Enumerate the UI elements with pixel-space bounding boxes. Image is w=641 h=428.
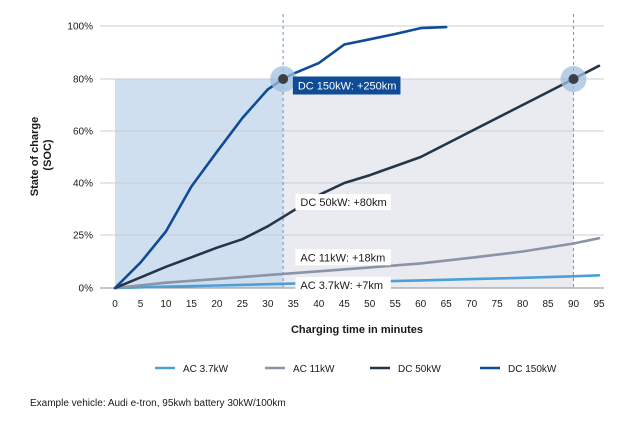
y-axis-title: State of charge (SOC) xyxy=(29,114,54,197)
y-axis-title-line2: (SOC) xyxy=(42,139,54,171)
legend-dc-150kw-label: DC 150kW xyxy=(508,364,557,375)
x-tick-label: 55 xyxy=(390,299,402,310)
x-tick-label: 5 xyxy=(138,299,144,310)
x-tick-label: 50 xyxy=(364,299,376,310)
x-tick-labels: 0 5 10 15 20 25 30 35 40 45 50 55 60 65 70 75 80 85 90 95 xyxy=(112,299,605,310)
x-tick-label: 90 xyxy=(568,299,580,310)
annotation-ac-3-7kw-label: AC 3.7kW: +7km xyxy=(300,280,383,292)
annotation-ac-11kw-box xyxy=(295,249,391,266)
annotation-dc-50kw-label: DC 50kW: +80km xyxy=(300,197,386,209)
y-tick-label: 100% xyxy=(67,22,93,33)
annotation-dc-150kw-label: DC 150kW: +250km xyxy=(298,81,397,93)
y-tick-label: 40% xyxy=(73,179,93,190)
x-tick-label: 95 xyxy=(593,299,605,310)
point-markers xyxy=(270,66,587,92)
x-tick-label: 70 xyxy=(466,299,478,310)
legend-ac-3-7kw-label: AC 3.7kW xyxy=(183,364,229,375)
x-tick-label: 10 xyxy=(160,299,172,310)
x-tick-label: 15 xyxy=(186,299,198,310)
x-tick-label: 75 xyxy=(492,299,504,310)
x-tick-label: 80 xyxy=(517,299,529,310)
annotation-dc-150kw-box xyxy=(292,76,401,95)
series-lines xyxy=(113,25,601,290)
marker-dot-1 xyxy=(568,74,579,84)
y-tick-label: 60% xyxy=(73,127,93,138)
annotation-ac-3-7kw-box xyxy=(295,276,391,293)
x-tick-label: 25 xyxy=(237,299,249,310)
x-tick-label: 0 xyxy=(112,299,118,310)
x-tick-label: 30 xyxy=(262,299,274,310)
x-tick-label: 85 xyxy=(542,299,554,310)
x-tick-label: 20 xyxy=(211,299,223,310)
x-tick-label: 35 xyxy=(288,299,300,310)
footnote: Example vehicle: Audi e-tron, 95kwh batt… xyxy=(30,398,286,409)
legend: AC 3.7kW AC 11kW DC 50kW DC 150kW xyxy=(155,364,557,375)
y-tick-label: 0% xyxy=(79,284,94,295)
series-line-ac-11kw xyxy=(113,236,601,290)
annotation-ac-11kw-label: AC 11kW: +18km xyxy=(300,252,385,264)
y-axis-title-line1: State of charge xyxy=(29,117,41,196)
y-tick-label: 25% xyxy=(73,231,93,242)
legend-dc-50kw-label: DC 50kW xyxy=(398,364,441,375)
x-axis-title: Charging time in minutes xyxy=(291,324,423,336)
annotation-dc-50kw-box xyxy=(295,194,391,211)
y-tick-label: 80% xyxy=(73,75,93,86)
x-tick-label: 65 xyxy=(441,299,453,310)
marker-dot-0 xyxy=(278,74,289,84)
x-tick-label: 60 xyxy=(415,299,427,310)
legend-ac-11kw-label: AC 11kW xyxy=(293,364,335,375)
annotations: DC 150kW: +250km DC 50kW: +80km AC 11kW: +… xyxy=(292,76,401,293)
x-tick-label: 45 xyxy=(339,299,351,310)
y-tick-labels: 0% 25% 40% 60% 80% 100% xyxy=(67,22,93,295)
series-line-dc-50kw xyxy=(113,64,601,290)
x-tick-label: 40 xyxy=(313,299,325,310)
